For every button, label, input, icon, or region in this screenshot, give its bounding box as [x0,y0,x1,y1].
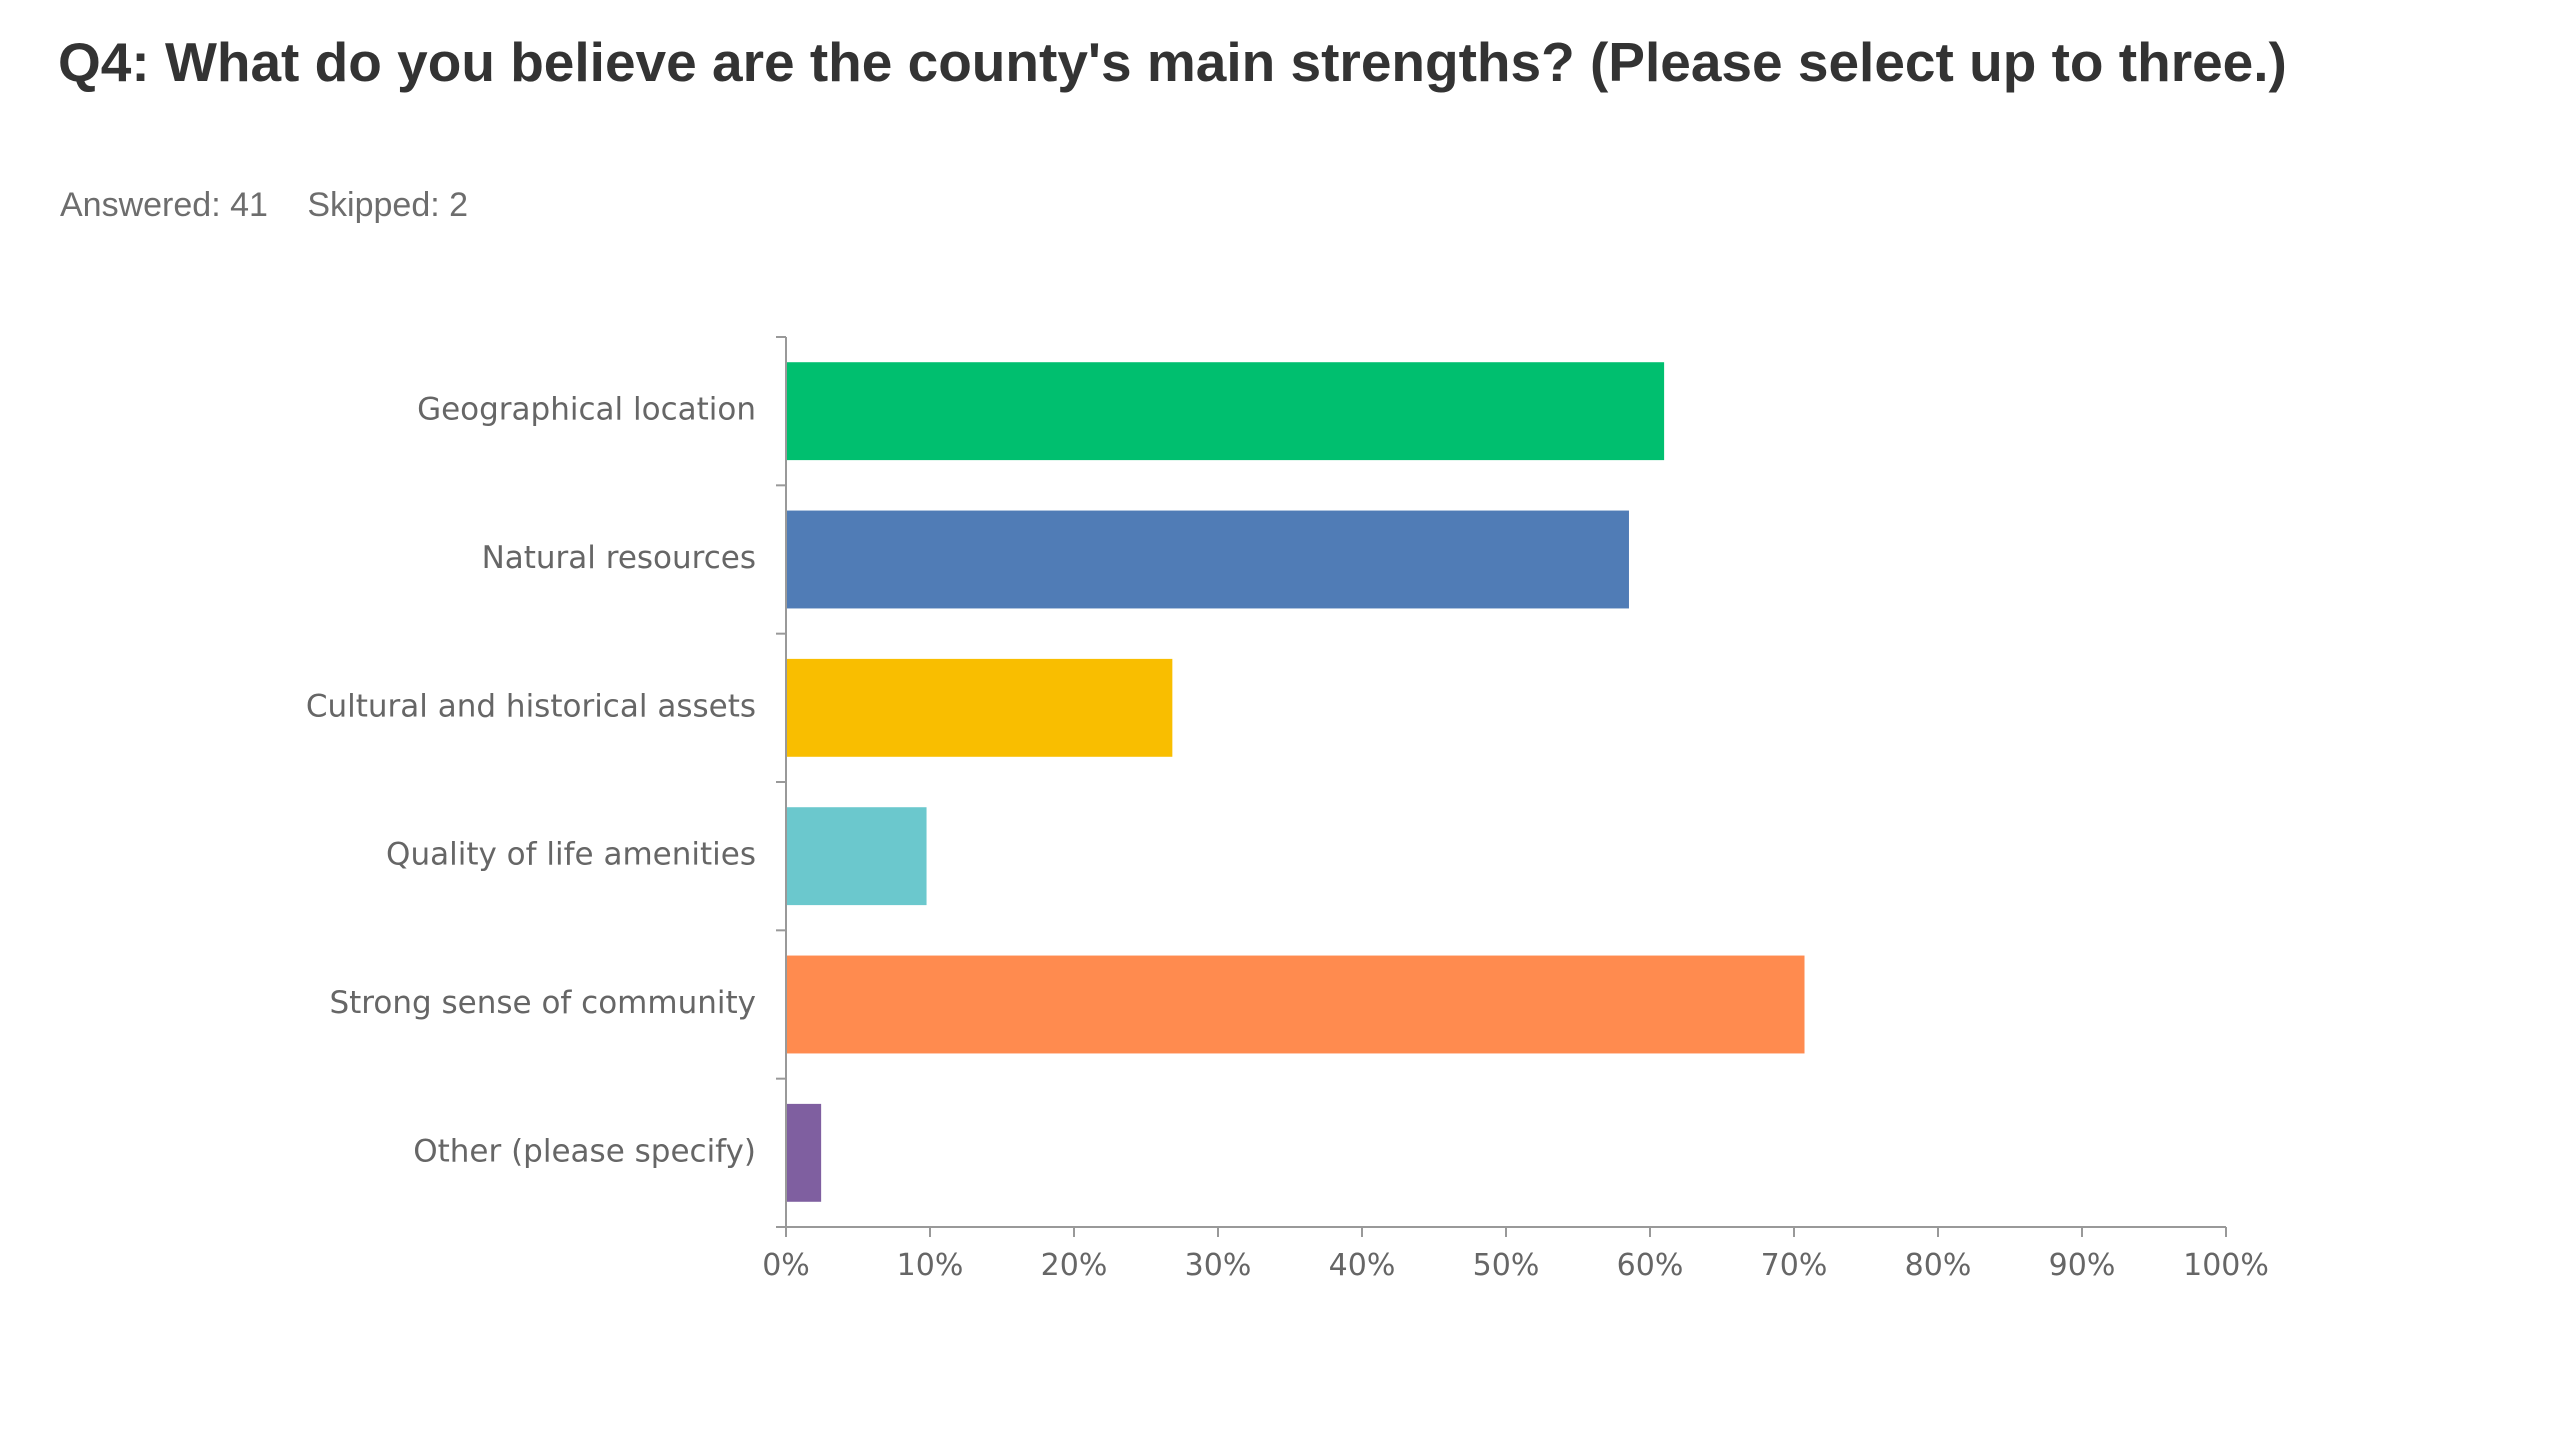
bar [786,362,1665,461]
x-tick-label: 70% [1761,1248,1828,1283]
category-label: Natural resources [482,540,756,576]
x-tick-label: 50% [1473,1248,1540,1283]
bar [786,807,927,906]
answered-count: Answered: 41 [60,186,268,224]
category-label: Strong sense of community [329,985,756,1021]
category-label: Quality of life amenities [386,837,756,873]
response-stats: Answered: 41 Skipped: 2 [60,186,498,225]
x-tick-label: 40% [1329,1248,1396,1283]
bar [786,955,1805,1054]
x-tick-label: 0% [762,1248,810,1283]
x-tick-label: 20% [1041,1248,1108,1283]
x-tick-label: 30% [1185,1248,1252,1283]
category-label: Cultural and historical assets [306,688,756,724]
bar [786,510,1629,609]
bar [786,1103,822,1202]
x-tick-label: 10% [897,1248,964,1283]
bar [786,658,1173,757]
x-tick-label: 80% [1905,1248,1972,1283]
skipped-count: Skipped: 2 [307,186,469,224]
category-label: Geographical location [417,392,756,428]
question-title: Q4: What do you believe are the county's… [58,31,2287,93]
x-tick-label: 100% [2183,1248,2269,1283]
x-tick-label: 90% [2049,1248,2116,1283]
category-label: Other (please specify) [413,1133,756,1169]
x-tick-label: 60% [1617,1248,1684,1283]
